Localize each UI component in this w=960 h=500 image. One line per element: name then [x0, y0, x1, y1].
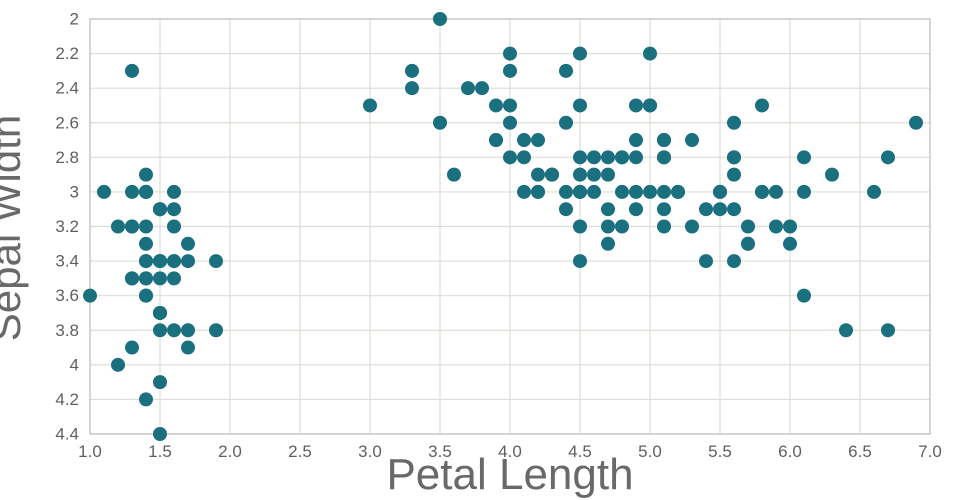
svg-text:2.4: 2.4 [55, 79, 79, 98]
svg-text:4.2: 4.2 [55, 390, 79, 409]
svg-text:4: 4 [70, 355, 79, 374]
svg-text:2.6: 2.6 [55, 113, 79, 132]
svg-text:2.8: 2.8 [55, 148, 79, 167]
svg-text:2.2: 2.2 [55, 44, 79, 63]
svg-text:4.4: 4.4 [55, 425, 79, 444]
svg-text:3.4: 3.4 [55, 252, 79, 271]
svg-text:2: 2 [70, 10, 79, 29]
svg-text:3: 3 [70, 182, 79, 201]
svg-text:3.2: 3.2 [55, 217, 79, 236]
svg-text:3.6: 3.6 [55, 286, 79, 305]
svg-text:3.8: 3.8 [55, 321, 79, 340]
